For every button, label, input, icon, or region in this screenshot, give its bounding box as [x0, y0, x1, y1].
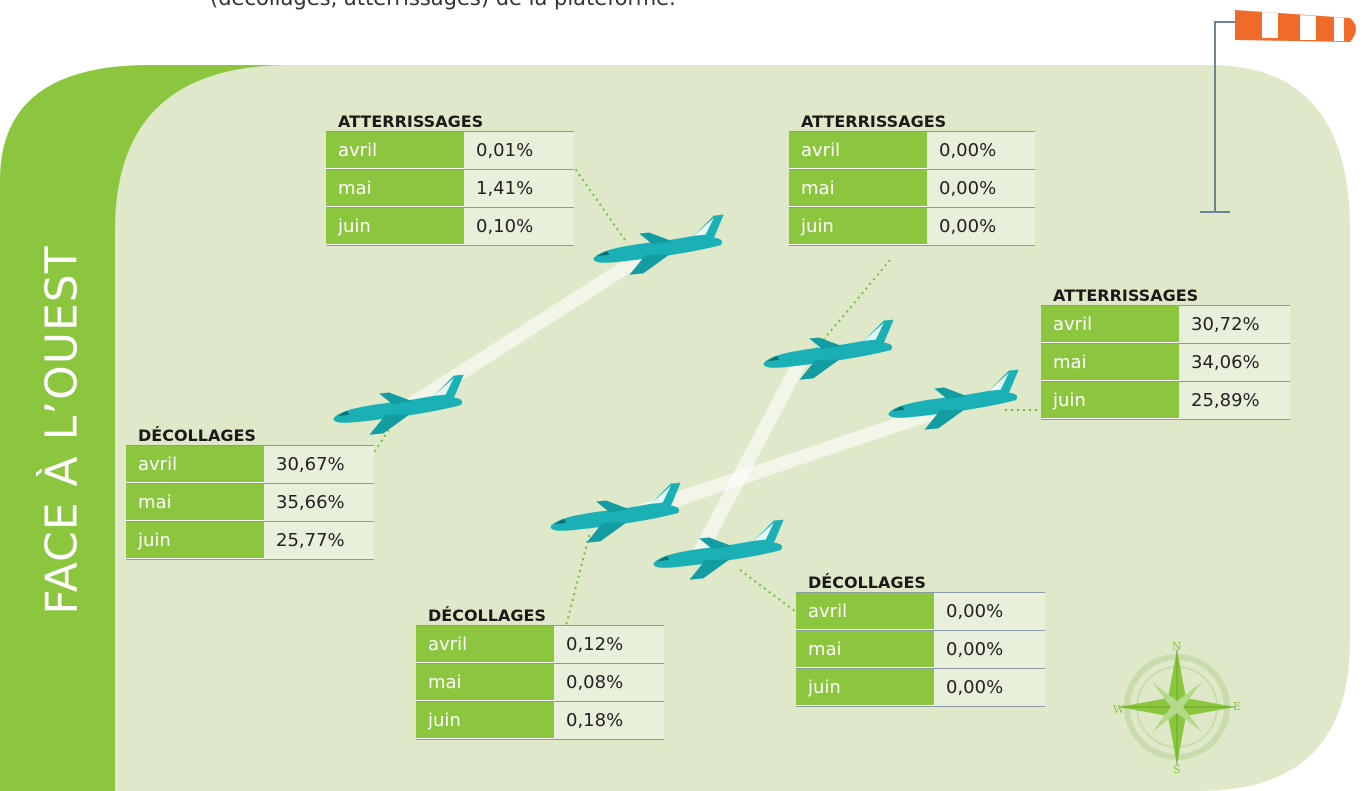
month-cell: mai — [326, 170, 464, 207]
side-label: FACE À L’OUEST — [37, 245, 88, 614]
month-cell: avril — [326, 132, 464, 169]
month-cell: avril — [416, 626, 554, 663]
month-cell: mai — [126, 484, 264, 521]
percent-cell: 0,00% — [927, 208, 1035, 245]
percent-cell: 30,67% — [264, 446, 374, 483]
month-cell: juin — [789, 208, 927, 245]
percent-cell: 34,06% — [1179, 344, 1290, 381]
percent-cell: 25,89% — [1179, 382, 1290, 419]
compass-w: W — [1113, 703, 1124, 716]
month-cell: mai — [416, 664, 554, 701]
month-cell: avril — [789, 132, 927, 169]
month-cell: mai — [789, 170, 927, 207]
month-cell: juin — [1041, 382, 1179, 419]
percent-cell: 0,00% — [927, 132, 1035, 169]
month-cell: juin — [796, 669, 934, 706]
percent-cell: 30,72% — [1179, 306, 1290, 343]
month-cell: avril — [126, 446, 264, 483]
percent-cell: 0,00% — [934, 631, 1045, 668]
table-title: DÉCOLLAGES — [416, 607, 664, 626]
month-cell: avril — [1041, 306, 1179, 343]
month-cell: avril — [796, 593, 934, 630]
table-title: ATTERRISSAGES — [789, 113, 1035, 132]
percent-cell: 0,08% — [554, 664, 664, 701]
month-cell: mai — [1041, 344, 1179, 381]
table-title: DÉCOLLAGES — [796, 574, 1045, 593]
month-cell: juin — [326, 208, 464, 245]
percent-cell: 35,66% — [264, 484, 374, 521]
compass-s: S — [1173, 763, 1181, 776]
percent-cell: 0,12% — [554, 626, 664, 663]
percent-cell: 0,00% — [934, 669, 1045, 706]
table-title: DÉCOLLAGES — [126, 427, 374, 446]
month-cell: mai — [796, 631, 934, 668]
table-title: ATTERRISSAGES — [1041, 287, 1290, 306]
percent-cell: 0,00% — [927, 170, 1035, 207]
month-cell: juin — [416, 702, 554, 739]
percent-cell: 0,01% — [464, 132, 574, 169]
page: {"header": {"intro": "(décollages, atter… — [0, 0, 1365, 791]
percent-cell: 0,10% — [464, 208, 574, 245]
compass-e: E — [1233, 700, 1241, 713]
percent-cell: 1,41% — [464, 170, 574, 207]
compass-n: N — [1172, 640, 1182, 653]
table-title: ATTERRISSAGES — [326, 113, 574, 132]
intro-text: (décollages, atterrissages) de la platef… — [210, 0, 676, 10]
percent-cell: 0,00% — [934, 593, 1045, 630]
month-cell: juin — [126, 522, 264, 559]
percent-cell: 0,18% — [554, 702, 664, 739]
percent-cell: 25,77% — [264, 522, 374, 559]
